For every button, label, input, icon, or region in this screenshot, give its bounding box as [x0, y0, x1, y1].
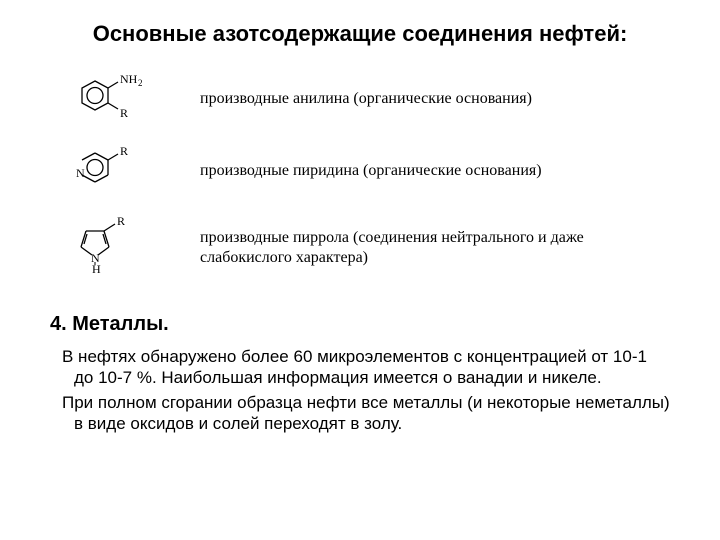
svg-text:H: H: [92, 262, 101, 276]
structure-aniline: NH 2 R: [50, 69, 180, 129]
compound-row: N H R производные пиррола (соединения не…: [50, 213, 670, 283]
svg-text:R: R: [117, 214, 125, 228]
svg-text:R: R: [120, 106, 128, 120]
svg-text:R: R: [120, 144, 128, 158]
paragraph: В нефтях обнаружено более 60 микроэлемен…: [62, 346, 670, 389]
compound-description: производные пиррола (соединения нейтраль…: [180, 228, 670, 266]
compound-row: NH 2 R производные анилина (органические…: [50, 69, 670, 129]
page-title: Основные азотсодержащие соединения нефте…: [50, 20, 670, 49]
section-heading: 4. Металлы.: [50, 313, 670, 336]
compound-list: NH 2 R производные анилина (органические…: [50, 69, 670, 283]
svg-text:2: 2: [138, 78, 143, 88]
body-text: В нефтях обнаружено более 60 микроэлемен…: [50, 346, 670, 435]
compound-row: N R производные пиридина (органические о…: [50, 141, 670, 201]
svg-text:NH: NH: [120, 72, 138, 86]
compound-description: производные пиридина (органические основ…: [180, 161, 542, 180]
structure-pyridine: N R: [50, 141, 180, 201]
structure-pyrrole: N H R: [50, 213, 180, 283]
svg-text:N: N: [76, 166, 85, 180]
paragraph: При полном сгорании образца нефти все ме…: [62, 392, 670, 435]
compound-description: производные анилина (органические основа…: [180, 89, 532, 108]
